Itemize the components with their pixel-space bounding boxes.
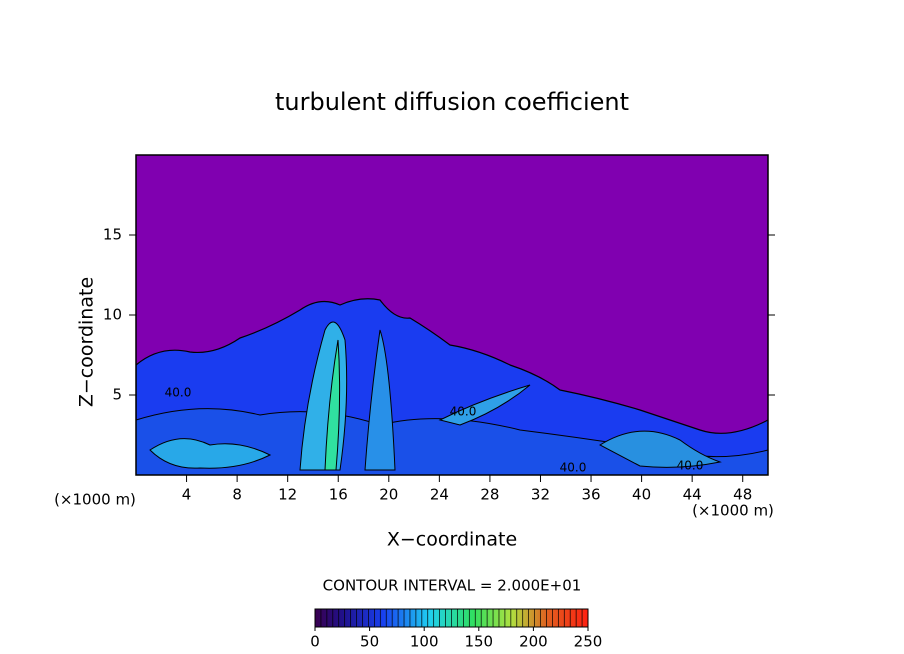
colorbar-tick-label: 0	[310, 633, 320, 651]
contour-label: 40.0	[560, 461, 587, 475]
y-tick-label: 15	[103, 226, 122, 244]
x-tick-label: 12	[278, 486, 297, 504]
x-tick-label: 44	[683, 486, 702, 504]
y-unit: (×1000 m)	[54, 491, 136, 509]
y-axis-label: Z−coordinate	[76, 277, 98, 407]
colorbar-tick-label: 50	[360, 633, 379, 651]
x-tick-label: 4	[182, 486, 192, 504]
x-tick-label: 16	[329, 486, 348, 504]
x-tick-label: 24	[430, 486, 449, 504]
x-tick-label: 48	[733, 486, 752, 504]
y-tick-label: 10	[103, 306, 122, 324]
y-tick-label: 5	[112, 386, 122, 404]
x-tick-label: 28	[480, 486, 499, 504]
chart-title: turbulent diffusion coefficient	[275, 88, 629, 116]
x-tick-label: 8	[232, 486, 242, 504]
colorbar-tick-label: 100	[410, 633, 439, 651]
contour-interval: CONTOUR INTERVAL = 2.000E+01	[323, 577, 582, 595]
colorbar-tick-label: 200	[519, 633, 548, 651]
x-tick-label: 32	[531, 486, 550, 504]
contour-label: 40.0	[165, 386, 192, 400]
field	[136, 155, 768, 475]
contour-label: 40.0	[677, 459, 704, 473]
x-tick-label: 36	[581, 486, 600, 504]
x-unit: (×1000 m)	[692, 502, 774, 520]
contour-label: 40.0	[450, 405, 477, 419]
colorbar-tick-label: 150	[464, 633, 493, 651]
x-tick-label: 40	[632, 486, 651, 504]
x-tick-label: 20	[379, 486, 398, 504]
x-axis-label: X−coordinate	[387, 529, 517, 551]
colorbar-tick-label: 250	[574, 633, 603, 651]
